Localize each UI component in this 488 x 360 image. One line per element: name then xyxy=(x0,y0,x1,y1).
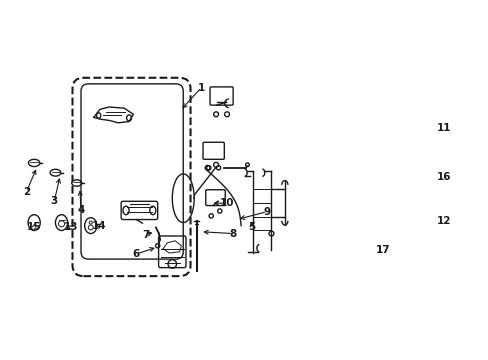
Text: 8: 8 xyxy=(229,229,236,239)
Text: 3: 3 xyxy=(51,196,58,206)
Text: 15: 15 xyxy=(27,222,41,233)
Text: 9: 9 xyxy=(263,207,270,217)
Text: 2: 2 xyxy=(22,187,30,197)
Text: 5: 5 xyxy=(248,222,255,233)
Text: 1: 1 xyxy=(198,82,204,93)
Text: 11: 11 xyxy=(435,123,450,133)
Text: 13: 13 xyxy=(63,222,78,233)
Text: 4: 4 xyxy=(77,206,84,215)
Text: 6: 6 xyxy=(132,249,139,259)
Text: 7: 7 xyxy=(142,230,149,240)
Text: 10: 10 xyxy=(219,198,234,208)
Text: 14: 14 xyxy=(92,221,106,231)
Text: 17: 17 xyxy=(375,245,389,255)
Text: 12: 12 xyxy=(435,216,450,226)
Text: 16: 16 xyxy=(435,172,450,182)
